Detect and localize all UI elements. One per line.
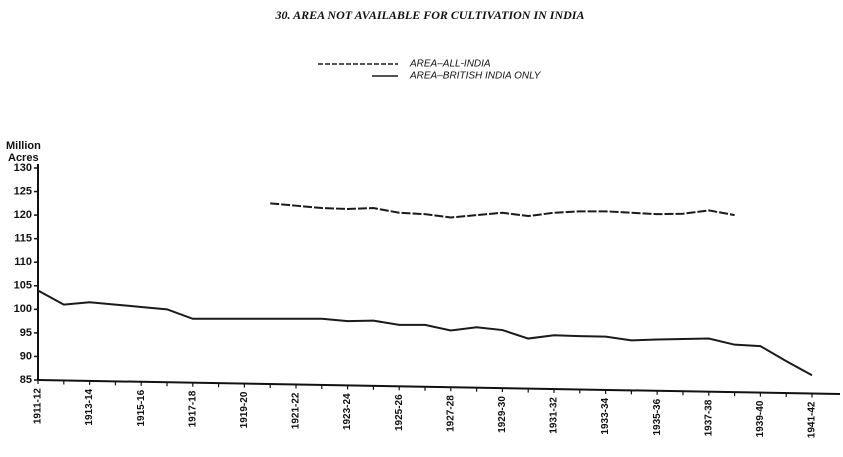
y-tick-label: 110 xyxy=(14,256,32,268)
x-tick-label: 1921-22 xyxy=(291,392,302,429)
x-tick-label: 1935-36 xyxy=(652,398,663,435)
y-tick-label: 120 xyxy=(14,209,32,221)
y-axis-label: Acres xyxy=(8,152,39,164)
x-tick-label: 1929-30 xyxy=(497,396,508,433)
y-tick-label: 115 xyxy=(14,233,32,245)
y-tick-label: 90 xyxy=(20,350,32,362)
legend-label: AREA–ALL-INDIA xyxy=(409,59,491,70)
series-line xyxy=(37,289,813,377)
x-axis xyxy=(37,379,841,395)
y-tick-label: 105 xyxy=(14,280,32,292)
x-tick-label: 1939-40 xyxy=(755,400,766,437)
y-axis-label: Million xyxy=(6,140,41,152)
x-tick-label: 1925-26 xyxy=(394,394,405,431)
chart-title: 30. AREA NOT AVAILABLE FOR CULTIVATION I… xyxy=(275,8,585,22)
y-tick-label: 85 xyxy=(20,374,32,386)
y-tick-label: 100 xyxy=(14,303,32,315)
x-tick-label: 1937-38 xyxy=(703,399,714,436)
y-tick-label: 130 xyxy=(14,162,32,174)
legend-label: AREA–BRITISH INDIA ONLY xyxy=(409,71,542,82)
x-tick-label: 1917-18 xyxy=(187,390,198,427)
y-tick-label: 95 xyxy=(20,327,32,339)
series-line xyxy=(270,202,735,219)
x-tick-label: 1933-34 xyxy=(600,397,611,434)
x-tick-label: 1927-28 xyxy=(445,395,456,432)
x-tick-label: 1923-24 xyxy=(342,393,353,430)
x-tick-label: 1911-12 xyxy=(33,388,44,425)
y-tick-label: 125 xyxy=(14,185,32,197)
x-tick-label: 1931-32 xyxy=(549,397,560,434)
x-tick-label: 1915-16 xyxy=(136,389,147,426)
x-tick-label: 1941-42 xyxy=(807,401,818,438)
x-tick-label: 1913-14 xyxy=(84,388,95,425)
x-tick-label: 1919-20 xyxy=(239,391,250,428)
